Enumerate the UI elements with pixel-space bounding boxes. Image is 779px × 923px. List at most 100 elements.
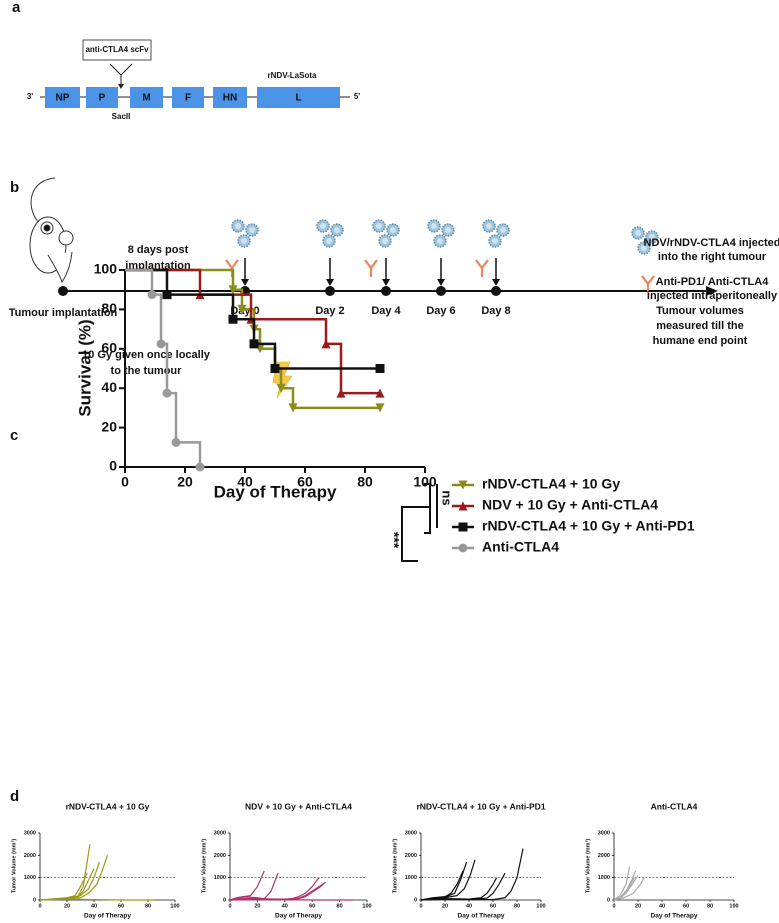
x-tick-label: 20 bbox=[254, 903, 260, 909]
growth-curve bbox=[420, 848, 524, 901]
annotation: ns bbox=[440, 490, 455, 505]
x-axis-label: Day of Therapy bbox=[651, 913, 698, 920]
x-tick-label: 100 bbox=[170, 903, 179, 909]
antibody bbox=[641, 275, 655, 293]
survival-line bbox=[125, 268, 202, 467]
y-tick-label: 60 bbox=[101, 340, 117, 356]
y-tick-label: 1000 bbox=[598, 875, 610, 881]
mouse-eye bbox=[43, 224, 51, 232]
y-tick-label: 80 bbox=[101, 300, 117, 316]
x-tick-label: 100 bbox=[536, 903, 545, 909]
arrowhead bbox=[492, 279, 500, 286]
chart-title: NDV + 10 Gy + Anti-CTLA4 bbox=[245, 801, 352, 811]
y-axis-label: Tumor Volume (mm³) bbox=[10, 839, 17, 894]
day-label: Day 0 bbox=[230, 305, 259, 317]
panel-label: b bbox=[10, 179, 19, 196]
x-tick-label: 40 bbox=[91, 903, 97, 909]
gene-box bbox=[45, 87, 80, 108]
marker bbox=[336, 388, 346, 398]
legend-label: injected intraperitoneally bbox=[647, 290, 778, 302]
end-label: 3' bbox=[27, 92, 33, 101]
marker bbox=[288, 403, 298, 413]
timeline-dot bbox=[325, 286, 335, 296]
day-label: Day 6 bbox=[426, 305, 455, 317]
virus-core bbox=[382, 238, 388, 244]
y-tick-label: 1000 bbox=[214, 875, 226, 881]
x-tick-label: 60 bbox=[683, 903, 689, 909]
panel-label: c bbox=[10, 427, 18, 444]
x-tick-label: 20 bbox=[177, 474, 193, 490]
end-label: measured till the bbox=[656, 320, 743, 332]
x-tick-label: 80 bbox=[514, 903, 520, 909]
gene-box bbox=[213, 87, 247, 108]
gene-label: HN bbox=[223, 93, 237, 104]
x-tick-label: 0 bbox=[38, 903, 41, 909]
gene-label: M bbox=[142, 93, 150, 104]
day-label: Day 8 bbox=[481, 305, 510, 317]
virus-core bbox=[492, 238, 498, 244]
x-axis-label: Day of Therapy bbox=[275, 913, 322, 920]
legend-marker bbox=[458, 501, 468, 511]
marker bbox=[375, 403, 385, 413]
marker bbox=[147, 290, 157, 300]
gene-label: F bbox=[185, 93, 191, 104]
marker bbox=[171, 437, 181, 447]
x-tick-label: 60 bbox=[309, 903, 315, 909]
x-tick-label: 0 bbox=[612, 903, 615, 909]
y-tick-label: 0 bbox=[109, 458, 117, 474]
y-tick-label: 0 bbox=[414, 897, 417, 903]
virus-core bbox=[635, 230, 641, 236]
x-tick-label: 20 bbox=[635, 903, 641, 909]
virus-core bbox=[326, 238, 332, 244]
chart-title: Anti-CTLA4 bbox=[651, 801, 698, 811]
x-tick-label: 80 bbox=[707, 903, 713, 909]
insert-box bbox=[82, 39, 152, 61]
growth-curve bbox=[229, 881, 327, 901]
y-tick-label: 0 bbox=[33, 897, 36, 903]
marker bbox=[375, 388, 385, 398]
panel-label: a bbox=[12, 0, 21, 16]
virus-core bbox=[500, 227, 506, 233]
growth-curve bbox=[420, 861, 468, 901]
significance-bracket bbox=[424, 483, 438, 534]
x-tick-label: 100 bbox=[729, 903, 738, 909]
x-tick-label: 80 bbox=[357, 474, 373, 490]
virus-core bbox=[249, 227, 255, 233]
growth-curve bbox=[420, 872, 506, 901]
marker bbox=[162, 290, 172, 300]
x-tick-label: 60 bbox=[297, 474, 313, 490]
timeline-label: Tumour implantation bbox=[9, 307, 118, 319]
y-tick-label: 1000 bbox=[405, 875, 417, 881]
y-tick-label: 0 bbox=[607, 897, 610, 903]
x-tick-label: 0 bbox=[228, 903, 231, 909]
legend-marker bbox=[458, 480, 468, 490]
legend-label: NDV/rNDV-CTLA4 injected bbox=[644, 237, 779, 249]
panel-label: d bbox=[10, 788, 19, 805]
virus-core bbox=[649, 234, 655, 240]
survival-line bbox=[125, 268, 380, 370]
end-label: 5' bbox=[354, 92, 360, 101]
insert-label: anti-CTLA4 scFv bbox=[85, 45, 149, 54]
gene-label: L bbox=[295, 93, 301, 104]
x-tick-label: 80 bbox=[337, 903, 343, 909]
timeline-dot bbox=[491, 286, 501, 296]
virus-core bbox=[235, 223, 241, 229]
gene-box bbox=[86, 87, 118, 108]
marker bbox=[228, 314, 238, 324]
gene-label: NP bbox=[56, 93, 70, 104]
marker bbox=[228, 285, 238, 295]
marker bbox=[156, 339, 166, 349]
radiation-label: to the tumour bbox=[111, 365, 183, 377]
day-label: Day 2 bbox=[315, 305, 344, 317]
growth-curve bbox=[613, 866, 631, 901]
x-axis-label: Day of Therapy bbox=[458, 913, 505, 920]
chart-title: rNDV-CTLA4 + 10 Gy bbox=[66, 801, 150, 811]
site-label: SacII bbox=[112, 112, 131, 121]
x-tick-label: 40 bbox=[466, 903, 472, 909]
radiation-label: 10 Gy given once locally bbox=[82, 349, 211, 361]
x-tick-label: 40 bbox=[282, 903, 288, 909]
arrowhead bbox=[382, 279, 390, 286]
legend-marker bbox=[458, 543, 468, 553]
x-tick-label: 60 bbox=[118, 903, 124, 909]
